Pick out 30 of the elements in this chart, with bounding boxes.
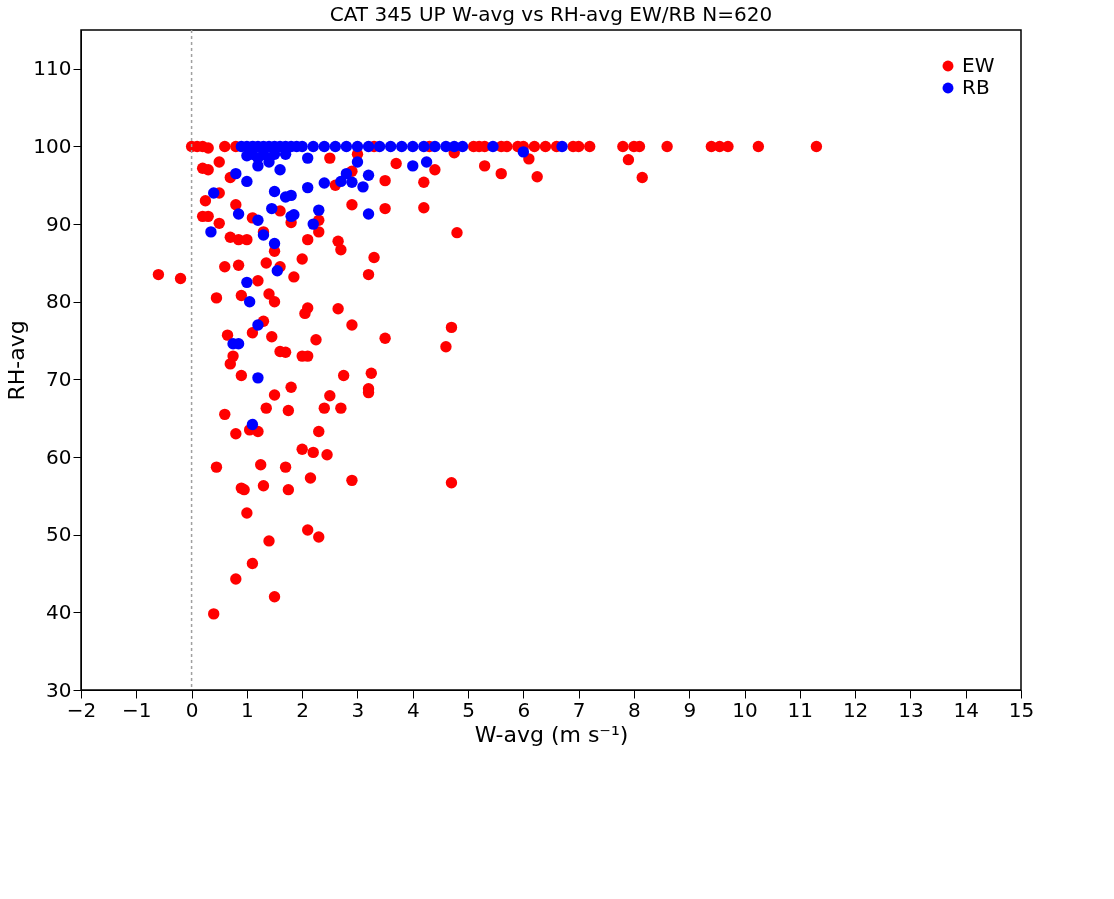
y-tick-label: 110 [33,56,72,81]
y-tick-label: 100 [33,133,72,158]
x-axis-title: W-avg (m s⁻¹) [474,721,629,747]
y-tick-label: 40 [46,599,72,624]
y-tick-label: 50 [46,522,72,547]
y-tick-label: 70 [46,366,72,391]
x-tick-label: 3 [351,697,365,722]
x-tick-label: 15 [1008,697,1035,722]
x-tick-label: 4 [406,697,420,722]
legend-label: RB [962,75,990,99]
y-tick-label: 90 [46,211,72,236]
x-tick-label: 0 [185,697,199,722]
x-tick-label: 13 [898,697,924,722]
y-axis-title: RH-avg [4,320,30,401]
x-tick-label: 11 [787,697,814,722]
y-tick-label: 80 [46,289,72,314]
x-tick-label: 7 [572,697,586,722]
x-tick-label: 6 [517,697,531,722]
x-tick-label: 14 [953,697,979,722]
x-tick-label: 9 [683,697,697,722]
legend-label: EW [962,53,995,77]
x-tick-label: 5 [462,697,475,722]
x-tick-label: 12 [842,697,869,722]
x-tick-label: −1 [122,697,152,722]
y-tick-label: 60 [46,444,72,469]
x-tick-label: 10 [732,697,758,722]
x-tick-label: 2 [296,697,310,722]
x-tick-label: 1 [241,697,254,722]
chart-title: CAT 345 UP W-avg vs RH-avg EW/RB N=620 [329,2,773,27]
x-tick-label: 8 [628,697,641,722]
